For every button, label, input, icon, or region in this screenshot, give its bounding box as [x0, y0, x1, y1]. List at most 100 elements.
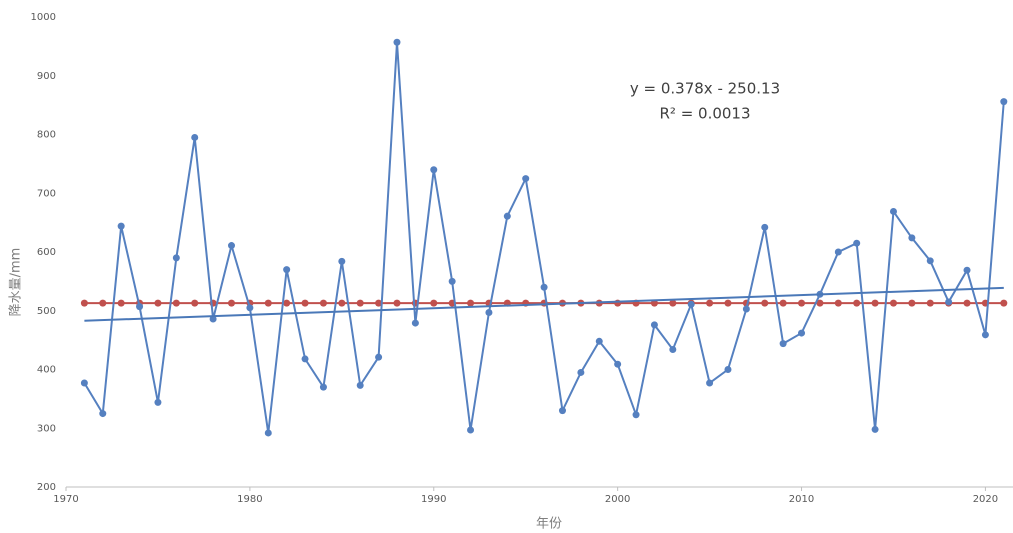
point — [889, 207, 897, 215]
point — [981, 331, 989, 339]
point — [503, 212, 511, 220]
y-tick-label: 600 — [37, 247, 56, 258]
point — [301, 299, 309, 307]
point — [706, 379, 714, 387]
point — [926, 299, 934, 307]
y-tick-label: 800 — [37, 130, 56, 141]
point — [761, 223, 769, 231]
point — [963, 299, 971, 307]
point — [834, 248, 842, 256]
point — [485, 309, 493, 317]
y-tick-label: 700 — [37, 188, 56, 199]
point — [963, 266, 971, 274]
point — [761, 299, 769, 307]
point — [430, 166, 438, 174]
x-tick-label: 1970 — [53, 494, 78, 505]
point — [632, 411, 640, 419]
point — [669, 299, 677, 307]
point — [264, 429, 272, 437]
point — [154, 398, 162, 406]
point — [834, 299, 842, 307]
point — [871, 299, 879, 307]
point — [430, 299, 438, 307]
point — [669, 346, 677, 354]
x-axis-label: 年份 — [536, 517, 562, 532]
point — [172, 254, 180, 262]
point — [338, 299, 346, 307]
point — [319, 299, 327, 307]
point — [650, 321, 658, 329]
point — [853, 239, 861, 247]
point — [283, 266, 291, 274]
point — [99, 299, 107, 307]
point — [779, 340, 787, 348]
point — [853, 299, 861, 307]
point — [356, 299, 364, 307]
point — [908, 234, 916, 242]
point — [540, 283, 548, 291]
point — [191, 299, 199, 307]
point — [80, 379, 88, 387]
point — [706, 299, 714, 307]
point — [264, 299, 272, 307]
point — [227, 242, 235, 250]
y-tick-label: 500 — [37, 306, 56, 317]
point — [448, 277, 456, 285]
y-tick-label: 200 — [37, 482, 56, 493]
x-tick-label: 2000 — [605, 494, 630, 505]
point — [816, 299, 824, 307]
point — [945, 298, 953, 306]
point — [393, 38, 401, 46]
point — [467, 426, 475, 434]
point — [375, 299, 383, 307]
point — [117, 299, 125, 307]
point — [724, 366, 732, 373]
point — [889, 299, 897, 307]
y-tick-label: 1000 — [31, 12, 56, 23]
point — [687, 300, 695, 308]
y-tick-label: 300 — [37, 423, 56, 434]
annotation: y = 0.378x - 250.13 — [630, 80, 780, 98]
point — [558, 407, 566, 415]
point — [1000, 299, 1008, 307]
point — [99, 410, 107, 418]
point — [338, 257, 346, 265]
point — [724, 299, 732, 307]
point — [227, 299, 235, 307]
point — [467, 299, 475, 307]
point — [117, 222, 125, 230]
point — [301, 355, 309, 363]
point — [798, 329, 806, 337]
y-tick-label: 900 — [37, 71, 56, 82]
point — [926, 257, 934, 265]
point — [80, 299, 88, 307]
point — [871, 425, 879, 433]
point — [283, 299, 291, 307]
point — [908, 299, 916, 307]
x-tick-label: 2010 — [789, 494, 814, 505]
y-tick-label: 400 — [37, 365, 56, 376]
point — [798, 299, 806, 307]
point — [191, 133, 199, 141]
point — [393, 299, 401, 307]
x-tick-label: 1990 — [421, 494, 446, 505]
point — [136, 303, 144, 311]
point — [154, 299, 162, 307]
x-tick-label: 2020 — [973, 494, 998, 505]
point — [614, 360, 622, 368]
point — [595, 337, 603, 345]
point — [779, 299, 787, 307]
point — [246, 304, 254, 312]
point — [742, 305, 750, 313]
point — [1000, 98, 1008, 106]
series-line — [83, 42, 1005, 434]
annotation: R² = 0.0013 — [659, 105, 750, 123]
series-line — [84, 286, 1004, 322]
y-axis-label: 降水量/mm — [9, 248, 24, 317]
x-tick-label: 1980 — [237, 494, 262, 505]
point — [375, 353, 383, 361]
point — [411, 319, 419, 327]
point — [172, 299, 180, 307]
point — [319, 383, 327, 391]
